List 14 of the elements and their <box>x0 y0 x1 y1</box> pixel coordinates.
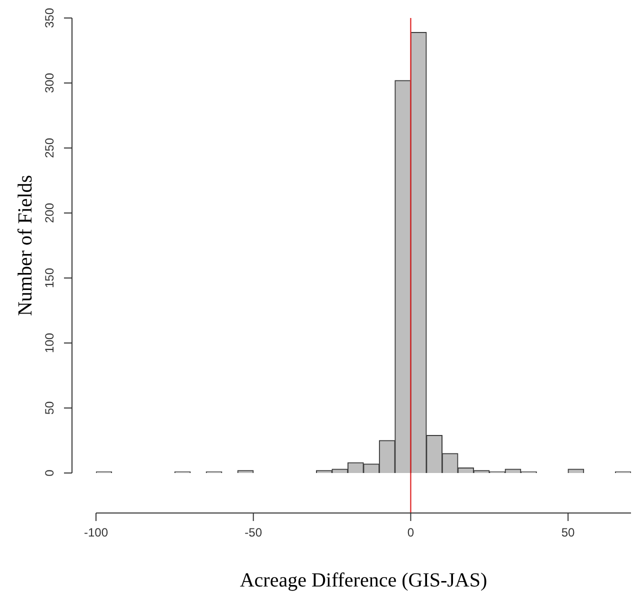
y-tick-label: 0 <box>42 469 56 476</box>
y-tick-label: 100 <box>42 332 56 354</box>
y-axis-title: Number of Fields <box>14 174 36 316</box>
y-tick-label: 200 <box>42 202 56 224</box>
y-tick-label: 150 <box>42 268 56 288</box>
y-tick-label: 250 <box>42 138 56 158</box>
x-tick-label: 0 <box>407 525 414 540</box>
x-tick-label: -50 <box>244 525 262 540</box>
x-axis-title: Acreage Difference (GIS-JAS) <box>240 569 488 592</box>
y-tick-label: 50 <box>42 401 56 415</box>
y-tick-label: 300 <box>42 72 56 94</box>
x-tick-label: 50 <box>561 525 576 540</box>
x-tick-label: -100 <box>84 525 108 540</box>
y-tick-label: 350 <box>42 8 56 28</box>
